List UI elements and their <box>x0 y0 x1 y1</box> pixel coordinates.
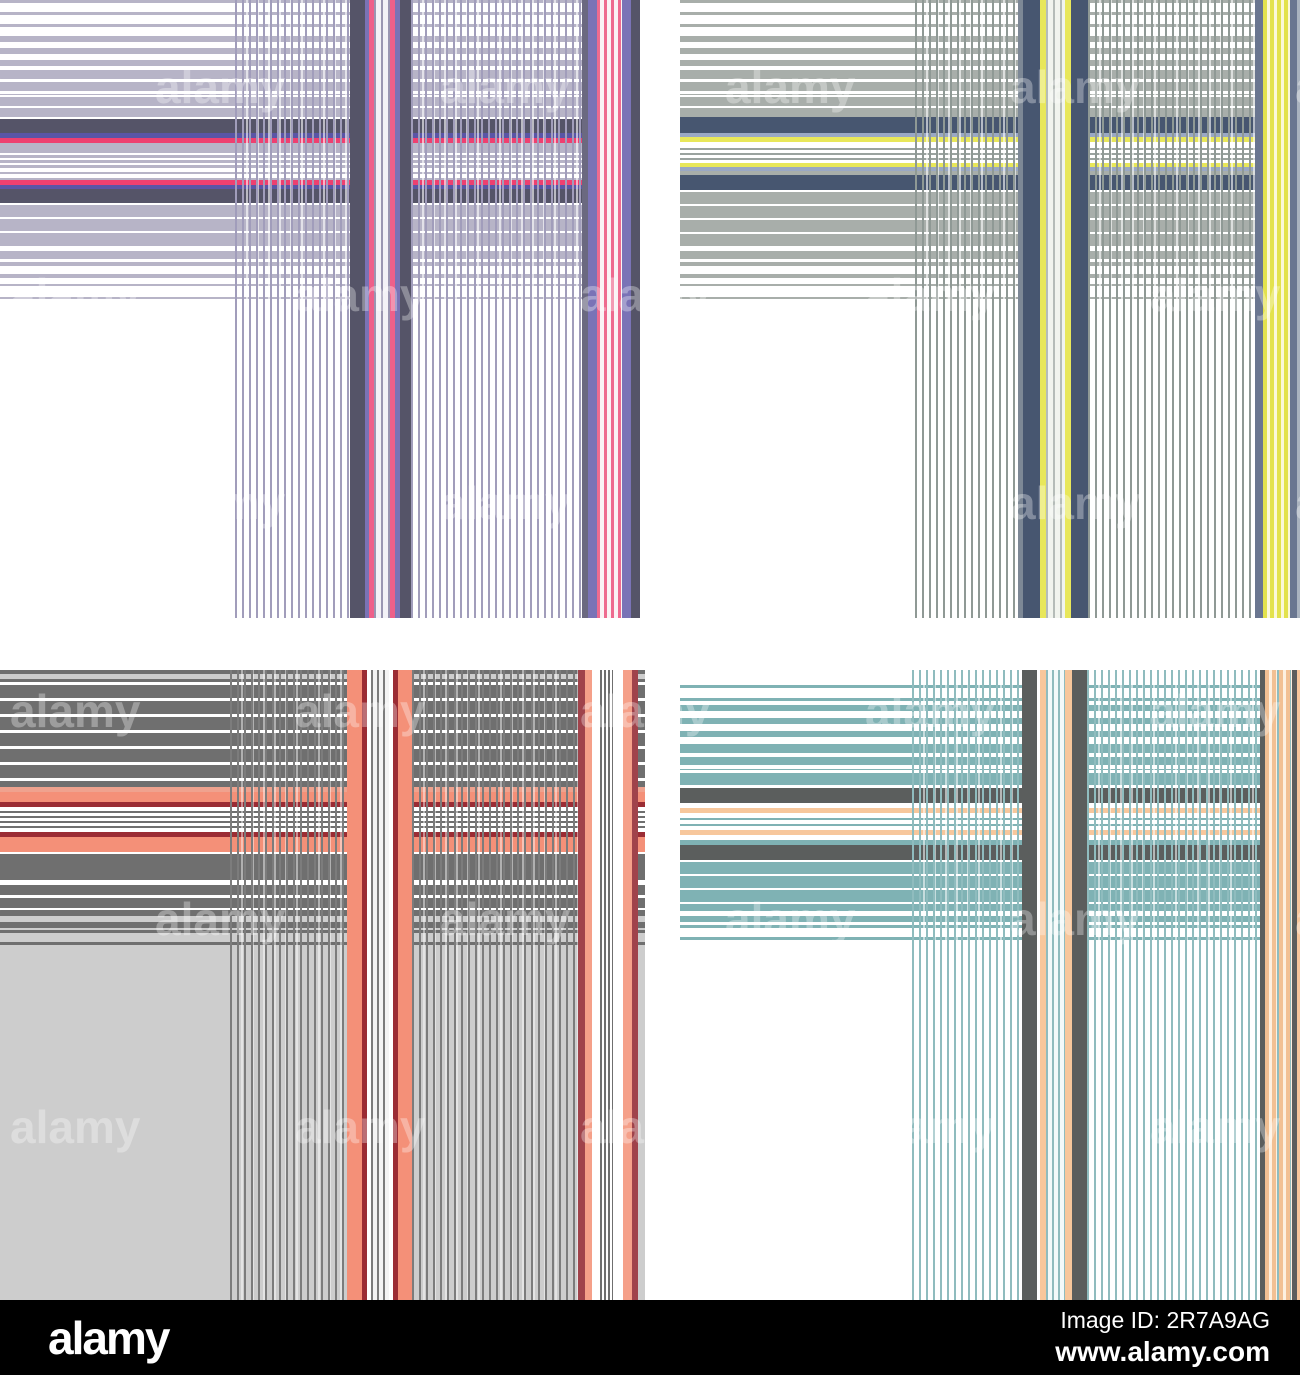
stripe-zone <box>1018 0 1023 618</box>
stripe-zone <box>1065 0 1071 618</box>
stripe-zone <box>632 670 638 1300</box>
stripe-zone <box>1290 0 1297 618</box>
stripe-zone <box>1297 0 1300 618</box>
stripe-zone <box>631 0 640 618</box>
stripe-zone <box>912 670 1022 1300</box>
stripe-zone <box>1292 670 1297 1300</box>
stripe-zone <box>1046 670 1065 1300</box>
plaid-swatch-teal-grey-peach <box>680 670 1300 1300</box>
stripe-zone <box>1046 0 1065 618</box>
stripe-zone <box>395 0 400 618</box>
stripe-zone <box>582 0 588 618</box>
stripe-zone <box>613 670 623 1300</box>
stripe-zone <box>235 0 350 618</box>
stripe-zone <box>1037 670 1040 1300</box>
stripe-zone <box>1297 670 1300 1300</box>
stripe-zone <box>585 670 592 1300</box>
alamy-logo: alamy <box>48 1311 170 1364</box>
alamy-url: www.alamy.com <box>1055 1336 1270 1368</box>
stripe-zone <box>578 670 585 1300</box>
stripe-zone <box>1071 0 1088 618</box>
stripe-zone <box>600 670 613 1300</box>
stripe-zone <box>1088 0 1255 618</box>
stripe-zone <box>1065 670 1072 1300</box>
plaid-swatch-grey-navy-yellow <box>680 0 1300 618</box>
stripe-zone <box>389 670 393 1300</box>
stripe-zone <box>915 0 1018 618</box>
stripe-zone <box>400 0 411 618</box>
stripe-zone <box>393 670 398 1300</box>
stripe-zone <box>367 670 371 1300</box>
plaid-swatch-purple-navy-pink <box>0 0 640 618</box>
stripe-zone <box>1265 670 1292 1300</box>
plaid-swatch-grey-salmon-red <box>0 670 645 1300</box>
stripe-zone <box>362 670 367 1300</box>
stripe-zone <box>597 0 622 618</box>
image-id-label: Image ID: 2R7A9AG <box>1060 1306 1270 1333</box>
stripe-zone <box>1263 0 1290 618</box>
stripe-zone <box>1087 670 1260 1300</box>
stripe-zone <box>1023 0 1040 618</box>
stripe-zone <box>1072 670 1087 1300</box>
stripe-zone <box>369 0 374 618</box>
stripe-zone <box>365 0 369 618</box>
stripe-zone <box>1255 0 1263 618</box>
stripe-zone <box>411 0 582 618</box>
stripe-zone <box>374 0 390 618</box>
stripe-zone <box>347 670 362 1300</box>
stripe-zone <box>592 670 600 1300</box>
stripe-zone <box>1040 0 1046 618</box>
stripe-zone <box>390 0 395 618</box>
stripe-zone <box>230 670 347 1300</box>
stripe-zone <box>1022 670 1037 1300</box>
stripe-zone <box>588 0 597 618</box>
stripe-zone <box>623 670 632 1300</box>
stripe-zone <box>1040 670 1046 1300</box>
stripe-zone <box>412 670 578 1300</box>
footer-credits: Image ID: 2R7A9AG www.alamy.com <box>1055 1306 1270 1370</box>
stripe-zone <box>350 0 365 618</box>
footer-bar: alamy Image ID: 2R7A9AG www.alamy.com <box>0 1300 1300 1375</box>
stripe-zone <box>398 670 412 1300</box>
stripe-zone <box>371 670 389 1300</box>
stripe-zone <box>1260 670 1265 1300</box>
stripe-zone <box>622 0 631 618</box>
